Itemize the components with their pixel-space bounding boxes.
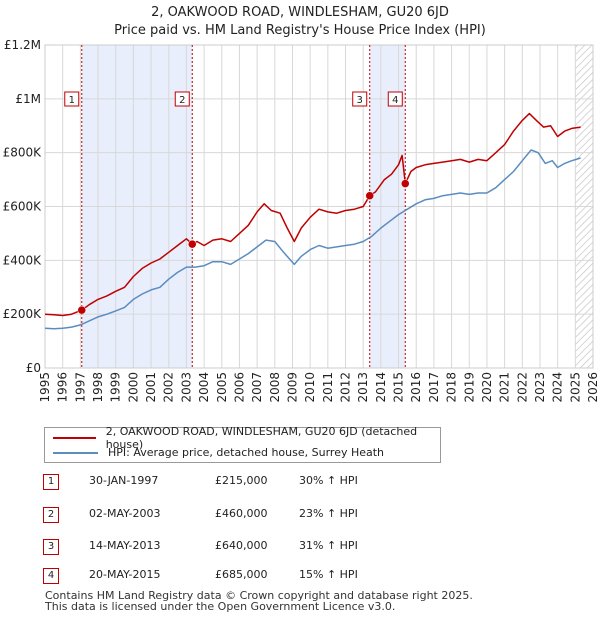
sale-date: 30-JAN-1997	[89, 474, 159, 487]
legend-item-price: 2, OAKWOOD ROAD, WINDLESHAM, GU20 6JD (d…	[53, 425, 440, 451]
x-tick-label: 2003	[179, 372, 193, 403]
footer-line-2: This data is licensed under the Open Gov…	[45, 600, 396, 613]
y-tick-label: £800K	[3, 146, 43, 160]
table-row: 4 20-MAY-2015 £685,000 15% ↑ HPI	[0, 568, 600, 584]
sale-number-badge: 4	[43, 568, 59, 584]
x-tick-label: 1999	[109, 372, 123, 403]
sale-number-label: 1	[69, 95, 75, 106]
y-tick-label: £1.2M	[4, 38, 41, 52]
y-tick-label: £1M	[15, 92, 41, 106]
x-tick-label: 1996	[56, 372, 70, 403]
sale-hpi-diff: 23% ↑ HPI	[299, 507, 358, 520]
sale-number-badge: 1	[43, 474, 59, 490]
sale-date: 02-MAY-2003	[89, 507, 161, 520]
sale-number-label: 3	[357, 95, 363, 106]
x-tick-label: 2005	[215, 372, 229, 403]
sale-price: £215,000	[215, 474, 268, 487]
legend-swatch-price	[53, 436, 96, 439]
chart-subtitle: Price paid vs. HM Land Registry's House …	[114, 23, 486, 38]
x-tick-label: 2023	[533, 372, 547, 403]
x-tick-label: 2018	[445, 372, 459, 403]
y-tick-label: £200K	[3, 307, 43, 321]
x-tick-label: 2000	[126, 372, 140, 403]
x-tick-label: 2019	[462, 372, 476, 403]
x-tick-label: 2015	[392, 372, 406, 403]
footer-attribution: Contains HM Land Registry data © Crown c…	[45, 590, 473, 612]
sale-number-box	[352, 91, 368, 107]
sale-hpi-diff: 15% ↑ HPI	[299, 568, 358, 581]
sale-number-box	[64, 91, 80, 107]
x-tick-label: 1997	[73, 372, 87, 403]
sale-number-badge: 3	[43, 539, 59, 555]
table-row: 2 02-MAY-2003 £460,000 23% ↑ HPI	[0, 507, 600, 523]
sale-point	[77, 305, 87, 315]
x-tick-label: 2009	[285, 372, 299, 403]
y-tick-label: £600K	[3, 200, 43, 214]
x-tick-label: 2012	[339, 372, 353, 403]
x-tick-label: 2025	[568, 372, 582, 403]
sale-point	[401, 179, 410, 188]
x-tick-label: 1995	[38, 372, 52, 403]
legend-item-hpi: HPI: Average price, detached house, Surr…	[53, 445, 384, 460]
sale-number-badge: 2	[43, 507, 59, 523]
x-tick-label: 2022	[515, 372, 529, 403]
sale-number-box	[387, 91, 403, 107]
legend-label-hpi: HPI: Average price, detached house, Surr…	[108, 446, 385, 459]
x-tick-label: 2002	[162, 372, 176, 403]
sale-date: 20-MAY-2015	[89, 568, 161, 581]
x-tick-label: 2011	[321, 372, 335, 403]
hpi-line	[44, 149, 581, 330]
sale-point	[365, 191, 374, 200]
x-tick-label: 2010	[303, 372, 317, 403]
sale-date: 14-MAY-2013	[89, 539, 161, 552]
x-tick-label: 2024	[551, 372, 565, 403]
x-tick-label: 2013	[356, 372, 370, 403]
plot-frame	[44, 44, 594, 369]
table-row: 1 30-JAN-1997 £215,000 30% ↑ HPI	[0, 474, 600, 490]
sale-number-box	[174, 91, 190, 107]
x-tick-label: 2016	[409, 372, 423, 403]
footer-line-1: Contains HM Land Registry data © Crown c…	[45, 589, 473, 602]
sale-hpi-diff: 31% ↑ HPI	[299, 539, 358, 552]
sale-number-label: 2	[179, 95, 185, 106]
sale-point	[188, 239, 197, 249]
legend: 2, OAKWOOD ROAD, WINDLESHAM, GU20 6JD (d…	[44, 425, 441, 463]
price-paid-line	[44, 112, 581, 317]
legend-label-price: 2, OAKWOOD ROAD, WINDLESHAM, GU20 6JD (d…	[105, 424, 418, 451]
x-tick-label: 2008	[268, 372, 282, 403]
y-tick-label: £0	[26, 361, 41, 375]
x-tick-label: 1998	[91, 372, 105, 403]
x-tick-label: 2026	[586, 372, 600, 403]
x-tick-label: 2001	[144, 372, 158, 403]
legend-swatch-hpi	[53, 451, 98, 454]
x-tick-label: 2006	[232, 372, 246, 403]
sale-hpi-diff: 30% ↑ HPI	[299, 474, 358, 487]
x-tick-label: 2017	[427, 372, 441, 403]
sale-price: £685,000	[215, 568, 268, 581]
x-tick-label: 2020	[480, 372, 494, 403]
sale-price: £460,000	[215, 507, 268, 520]
chart-title: 2, OAKWOOD ROAD, WINDLESHAM, GU20 6JD	[151, 5, 449, 20]
table-row: 3 14-MAY-2013 £640,000 31% ↑ HPI	[0, 539, 600, 555]
sale-price: £640,000	[215, 539, 268, 552]
x-tick-label: 2014	[374, 372, 388, 403]
x-tick-label: 2007	[250, 372, 264, 403]
x-tick-label: 2004	[197, 372, 211, 403]
sale-number-label: 4	[392, 95, 398, 106]
x-tick-label: 2021	[498, 372, 512, 403]
y-tick-label: £400K	[3, 253, 43, 267]
